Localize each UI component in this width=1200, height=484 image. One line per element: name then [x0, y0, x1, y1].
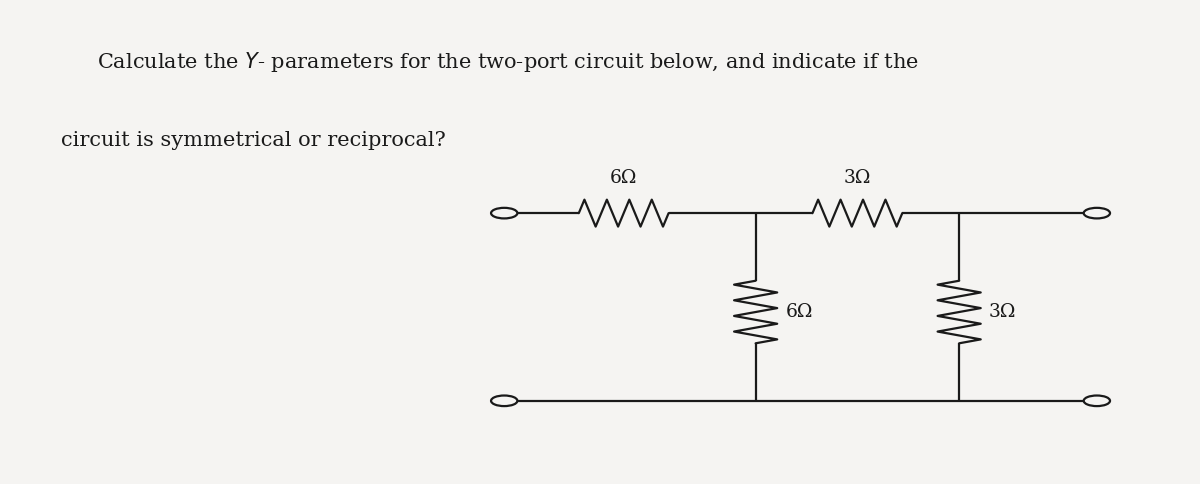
- Text: 6Ω: 6Ω: [786, 303, 812, 321]
- Text: 6Ω: 6Ω: [610, 168, 637, 187]
- Text: 3Ω: 3Ω: [844, 168, 871, 187]
- Text: 3Ω: 3Ω: [989, 303, 1016, 321]
- Text: circuit is symmetrical or reciprocal?: circuit is symmetrical or reciprocal?: [61, 131, 446, 151]
- Text: Calculate the $Y$- parameters for the two-port circuit below, and indicate if th: Calculate the $Y$- parameters for the tw…: [97, 49, 919, 74]
